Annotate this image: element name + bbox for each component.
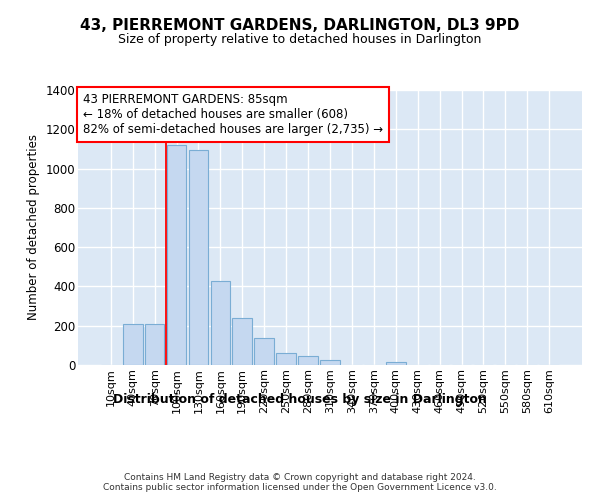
- Y-axis label: Number of detached properties: Number of detached properties: [27, 134, 40, 320]
- Bar: [320, 360, 340, 365]
- Bar: [188, 150, 208, 365]
- Bar: [232, 318, 252, 365]
- Text: Contains HM Land Registry data © Crown copyright and database right 2024.: Contains HM Land Registry data © Crown c…: [124, 472, 476, 482]
- Bar: [276, 353, 296, 365]
- Bar: [386, 362, 406, 365]
- Text: 43 PIERREMONT GARDENS: 85sqm
← 18% of detached houses are smaller (608)
82% of s: 43 PIERREMONT GARDENS: 85sqm ← 18% of de…: [83, 92, 383, 136]
- Bar: [145, 324, 164, 365]
- Text: Contains public sector information licensed under the Open Government Licence v3: Contains public sector information licen…: [103, 484, 497, 492]
- Bar: [254, 338, 274, 365]
- Bar: [211, 280, 230, 365]
- Bar: [167, 145, 187, 365]
- Text: Distribution of detached houses by size in Darlington: Distribution of detached houses by size …: [113, 392, 487, 406]
- Text: 43, PIERREMONT GARDENS, DARLINGTON, DL3 9PD: 43, PIERREMONT GARDENS, DARLINGTON, DL3 …: [80, 18, 520, 32]
- Bar: [298, 356, 318, 365]
- Bar: [123, 324, 143, 365]
- Text: Size of property relative to detached houses in Darlington: Size of property relative to detached ho…: [118, 32, 482, 46]
